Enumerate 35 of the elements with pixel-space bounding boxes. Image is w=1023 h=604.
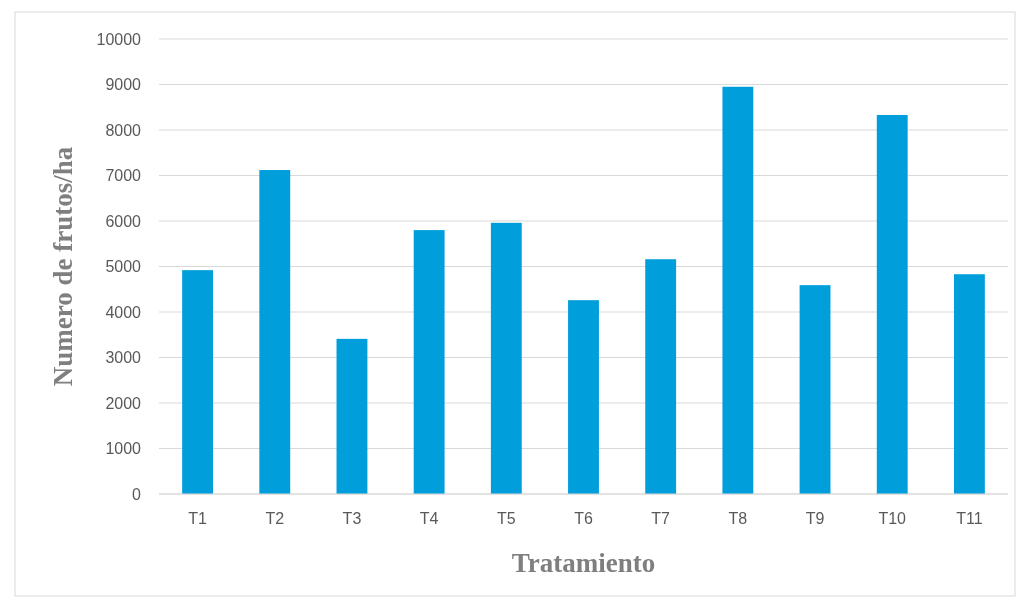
y-tick-label: 4000: [105, 303, 142, 321]
y-tick-label: 0: [132, 485, 142, 503]
bar: [182, 270, 214, 494]
bar: [722, 86, 754, 494]
y-tick-label: 6000: [105, 212, 142, 230]
x-tick-label: T1: [188, 510, 208, 527]
x-tick-label: T8: [728, 510, 748, 527]
bar: [336, 338, 368, 494]
bar: [645, 259, 677, 494]
bar: [799, 285, 831, 494]
y-tick-label: 10000: [96, 30, 142, 48]
y-axis-title: Numero de frutos/ha: [48, 146, 78, 387]
y-tick-label: 1000: [105, 440, 142, 458]
bar: [876, 114, 908, 494]
y-tick-label: 8000: [105, 121, 142, 139]
x-tick-label: T5: [496, 510, 516, 527]
x-tick-label: T2: [265, 510, 285, 527]
x-axis-title: Tratamiento: [511, 548, 656, 578]
y-tick-label: 3000: [105, 349, 142, 367]
x-tick-label: T7: [651, 510, 671, 527]
x-tick-label: T4: [419, 510, 439, 527]
y-tick-label: 9000: [105, 76, 142, 94]
y-tick-label: 7000: [105, 167, 142, 185]
x-tick-label: T9: [805, 510, 825, 527]
x-tick-label: T11: [956, 510, 983, 527]
x-tick-label: T10: [878, 510, 907, 527]
bar: [413, 230, 445, 494]
bar: [568, 300, 599, 494]
y-tick-label: 2000: [105, 394, 142, 412]
x-tick-label: T6: [574, 510, 593, 527]
bar: [490, 222, 522, 494]
x-tick-label: T3: [342, 510, 362, 527]
bar: [259, 170, 291, 494]
bar: [953, 274, 985, 494]
y-tick-label: 5000: [105, 258, 142, 276]
